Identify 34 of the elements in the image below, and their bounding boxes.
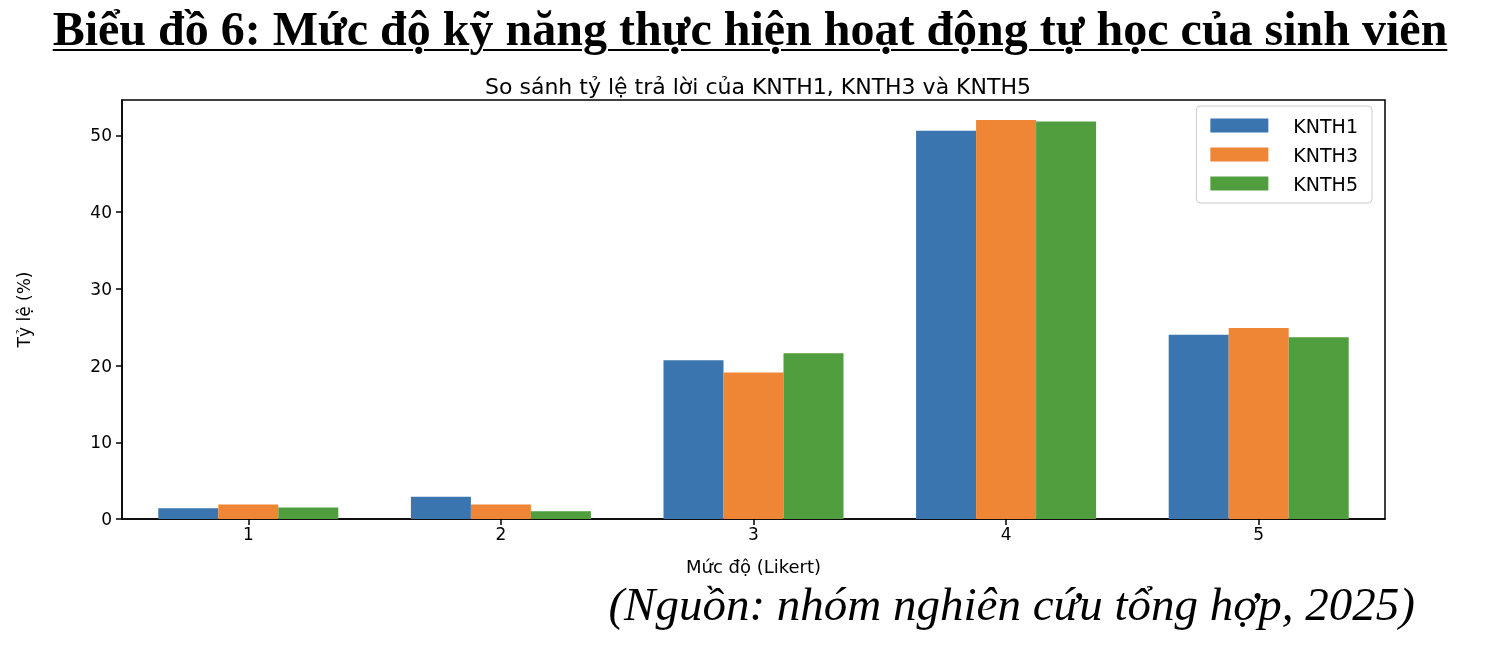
bar <box>1288 337 1349 519</box>
y-tick-label: 20 <box>90 355 112 376</box>
bar <box>783 353 844 519</box>
x-tick-label: 4 <box>1000 523 1012 544</box>
bar <box>976 119 1037 519</box>
bar <box>1036 121 1097 519</box>
x-tick-label: 2 <box>495 523 507 544</box>
bar <box>916 130 977 519</box>
bar <box>1168 334 1229 519</box>
x-tick-label: 3 <box>748 523 759 544</box>
x-tick-label: 5 <box>1253 523 1265 544</box>
chart-subtitle: So sánh tỷ lệ trả lời của KNTH1, KNTH3 và KNTH5 <box>485 73 1031 99</box>
bar <box>158 508 219 519</box>
bar <box>1228 327 1289 519</box>
legend-label: KNTH3 <box>1293 143 1358 166</box>
bar <box>663 360 724 519</box>
y-tick-label: 40 <box>90 202 112 223</box>
y-tick-label: 50 <box>90 125 112 146</box>
y-tick-label: 30 <box>90 278 112 299</box>
chart-title: Biểu đồ 6: Mức độ kỹ năng thực hiện hoạt động tự học của sinh viên <box>51 2 1449 56</box>
bar <box>278 507 339 519</box>
legend-label: KNTH5 <box>1293 172 1358 195</box>
bar <box>470 504 531 519</box>
bar <box>530 511 591 519</box>
bar <box>723 372 784 519</box>
bar <box>410 496 471 519</box>
bar <box>218 504 279 519</box>
y-axis-title: Tỷ lệ (%) <box>13 271 34 349</box>
y-tick-label: 0 <box>101 509 112 529</box>
legend-label: KNTH1 <box>1293 114 1358 137</box>
x-axis-title: Mức độ (Likert) <box>685 555 822 577</box>
y-tick-label: 10 <box>90 432 112 453</box>
x-tick-label: 1 <box>242 523 254 544</box>
text: (Nguồn: nhóm nghiên cứu tổng hợp, 2025) <box>608 577 1415 632</box>
